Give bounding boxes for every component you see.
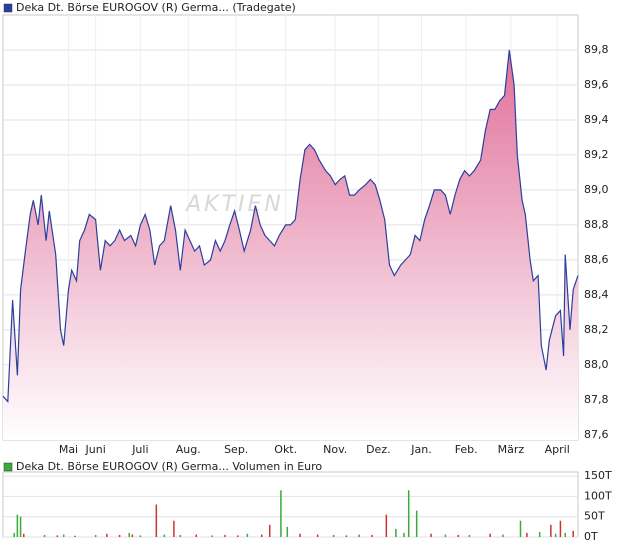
volume-bar (280, 490, 282, 537)
volume-bar (237, 535, 239, 537)
volume-bar (385, 514, 388, 537)
x-tick-label: Dez. (366, 443, 391, 456)
volume-bar (564, 532, 566, 537)
watermark: AKTIEN (184, 192, 284, 217)
volume-bar (118, 534, 121, 537)
volume-bar (415, 510, 418, 537)
x-tick-label: Mai (59, 443, 78, 456)
y-tick-label: 150T (584, 469, 612, 482)
volume-bar (43, 534, 46, 537)
y-tick-label: 87,8 (584, 393, 609, 406)
volume-bar (163, 534, 166, 537)
volume-bar (286, 526, 289, 537)
volume-bar (550, 524, 552, 537)
x-tick-label: Juni (85, 443, 106, 456)
volume-bar (430, 533, 432, 537)
y-tick-label: 88,0 (584, 358, 609, 371)
volume-bar (559, 520, 562, 537)
volume-bar (19, 516, 22, 537)
x-tick-label: Juli (131, 443, 148, 456)
volume-bar (332, 534, 335, 537)
volume-bar (468, 534, 471, 537)
volume-bar (268, 524, 271, 537)
volume-bar (155, 504, 158, 537)
volume-bar (345, 535, 348, 537)
y-tick-label: 50T (584, 510, 605, 523)
x-tick-label: Okt. (274, 443, 297, 456)
volume-bar (299, 533, 301, 537)
plot-background (2, 471, 579, 538)
y-tick-label: 88,6 (584, 253, 609, 266)
volume-bar (56, 535, 59, 537)
volume-bar (457, 534, 459, 537)
volume-bar (139, 535, 142, 537)
volume-bar (16, 514, 19, 537)
y-tick-label: 89,2 (584, 148, 609, 161)
x-tick-label: März (498, 443, 525, 456)
y-tick-label: 87,6 (584, 428, 609, 441)
volume-bar (316, 534, 319, 537)
volume-bar (173, 520, 175, 537)
x-tick-label: Nov. (323, 443, 347, 456)
volume-bar (74, 535, 76, 537)
volume-bar (538, 532, 541, 537)
legend-text: Deka Dt. Börse EUROGOV (R) Germa... (Tra… (16, 1, 296, 14)
volume-bar (131, 534, 134, 537)
legend-text: Deka Dt. Börse EUROGOV (R) Germa... Volu… (16, 460, 322, 473)
volume-bar (572, 530, 574, 537)
volume-bar (106, 533, 108, 537)
volume-bar (502, 534, 504, 537)
price-line (2, 49, 579, 403)
volume-bar (195, 534, 198, 537)
volume-bar (358, 534, 360, 537)
volume-bar (13, 532, 15, 537)
volume-bar (403, 532, 405, 537)
volume-bar (62, 534, 65, 537)
y-tick-label: 89,4 (584, 113, 609, 126)
y-tick-label: 89,8 (584, 43, 609, 56)
volume-bar (554, 533, 557, 537)
area-fill (3, 50, 578, 440)
x-tick-label: Jan. (410, 443, 431, 456)
volume-bar (444, 534, 447, 537)
y-tick-label: 0T (584, 530, 598, 543)
y-tick-label: 89,0 (584, 183, 609, 196)
volume-bar (526, 532, 528, 537)
volume-bar (179, 534, 182, 537)
x-tick-label: April (545, 443, 570, 456)
volume-bar (395, 528, 397, 537)
volume-bar (371, 534, 373, 537)
volume-bar (407, 490, 410, 537)
volume-bar (261, 534, 263, 537)
y-tick-label: 89,6 (584, 78, 609, 91)
volume-bar (246, 533, 249, 537)
volume-bar (211, 535, 213, 537)
y-tick-label: 100T (584, 489, 612, 502)
volume-bar (519, 520, 522, 537)
legend-swatch (3, 462, 13, 472)
y-tick-label: 88,4 (584, 288, 609, 301)
y-tick-label: 88,8 (584, 218, 609, 231)
y-tick-label: 88,2 (584, 323, 609, 336)
volume-bar (128, 532, 130, 537)
volume-bar (94, 534, 97, 537)
volume-bar (489, 533, 491, 537)
volume-bar (23, 533, 25, 537)
x-tick-label: Sep. (224, 443, 248, 456)
x-tick-label: Feb. (455, 443, 478, 456)
volume-bar (224, 534, 226, 537)
x-tick-label: Aug. (176, 443, 201, 456)
legend-swatch (3, 3, 13, 13)
